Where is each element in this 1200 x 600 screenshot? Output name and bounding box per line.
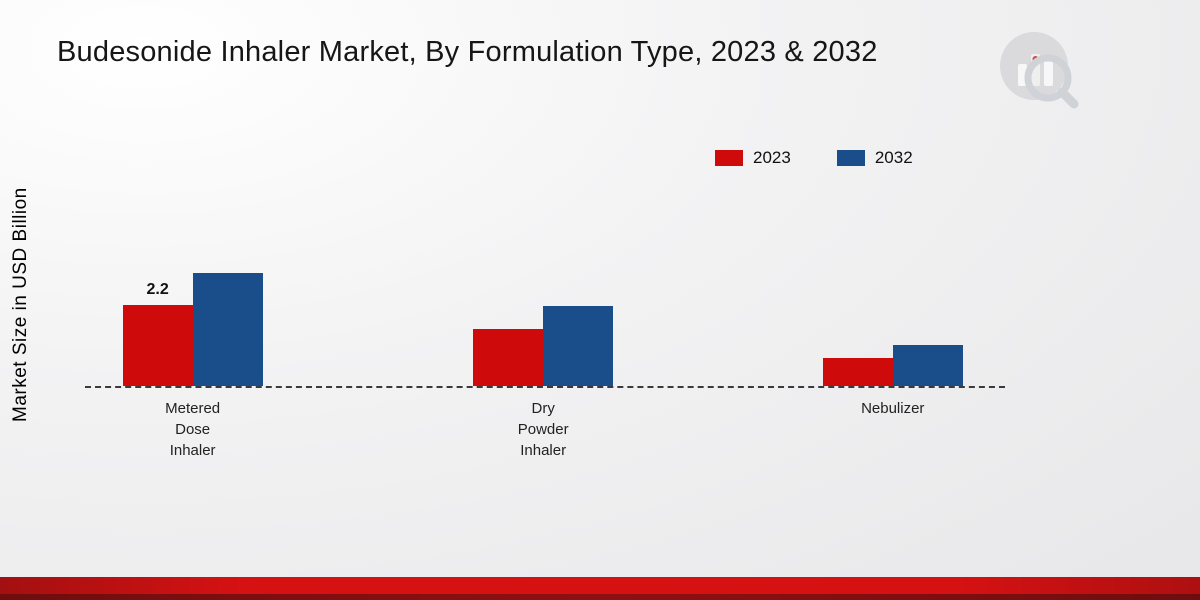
logo xyxy=(994,26,1082,114)
bar-2023-nebulizer xyxy=(822,358,893,386)
bar-2032-nebulizer xyxy=(892,345,963,386)
legend-swatch-2023 xyxy=(715,150,743,166)
footer-red-band xyxy=(0,577,1200,594)
bar-group-dry-powder-inhaler xyxy=(473,306,614,386)
bar-chart-magnifier-logo-icon xyxy=(1000,32,1079,109)
legend-swatch-2032 xyxy=(836,150,865,166)
bar-2023-metered-dose-inhaler: 2.2 xyxy=(122,281,193,386)
bar-group-nebulizer xyxy=(822,345,963,386)
legend-item-2032: 2032 xyxy=(836,148,913,168)
footer-dark-band xyxy=(0,594,1200,600)
category-label-metered-dose-inhaler: Metered Dose Inhaler xyxy=(165,400,221,459)
bar-2023-dry-powder-inhaler xyxy=(473,329,544,386)
bar-2032-metered-dose-inhaler xyxy=(192,273,263,386)
chart-area: 2.2 Metered Dose Inhaler Dry Powder Inhale… xyxy=(85,128,1005,459)
category-label-nebulizer: Nebulizer xyxy=(861,400,925,417)
x-axis-baseline xyxy=(85,386,1005,388)
bar-value-label: 2.2 xyxy=(146,281,169,298)
legend-label-2023: 2023 xyxy=(753,148,791,167)
legend-label-2032: 2032 xyxy=(874,148,913,167)
legend-item-2023: 2023 xyxy=(715,148,791,168)
category-label-dry-powder-inhaler: Dry Powder Inhaler xyxy=(517,400,569,459)
page-title: Budesonide Inhaler Market, By Formulatio… xyxy=(57,36,878,68)
y-axis-label: Market Size in USD Billion xyxy=(10,187,31,423)
bar-group-metered-dose-inhaler: 2.2 xyxy=(122,273,263,386)
bar-2032-dry-powder-inhaler xyxy=(543,306,614,386)
legend: 2023 2032 xyxy=(715,148,913,168)
